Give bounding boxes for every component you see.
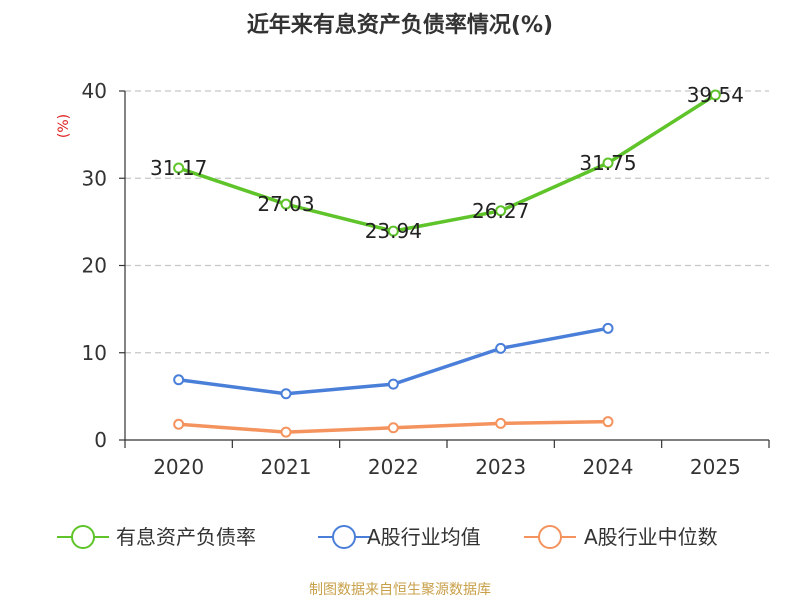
legend-item[interactable]: A股行业均值: [318, 525, 481, 549]
data-point[interactable]: [602, 322, 614, 334]
y-tick-label: 0: [94, 428, 107, 452]
chart-title: 近年来有息资产负债率情况(%): [247, 12, 553, 38]
data-point[interactable]: [173, 162, 185, 174]
data-point[interactable]: [602, 157, 614, 169]
grid-lines: [125, 90, 769, 354]
data-point[interactable]: [387, 225, 399, 237]
data-point[interactable]: [280, 426, 292, 438]
legend-marker: [332, 525, 356, 549]
data-point[interactable]: [495, 417, 507, 429]
y-axis-unit: (%): [56, 114, 72, 138]
y-tick-label: 30: [82, 166, 107, 190]
data-label: 23.94: [365, 219, 422, 243]
legend-label: A股行业均值: [367, 525, 481, 549]
data-label: 31.75: [579, 151, 636, 175]
source-note: 制图数据来自恒生聚源数据库: [309, 582, 491, 598]
data-label: 31.17: [150, 156, 207, 180]
data-point[interactable]: [495, 205, 507, 217]
legend-marker: [538, 525, 562, 549]
y-tick-label: 40: [82, 79, 107, 103]
data-point[interactable]: [387, 422, 399, 434]
x-tick-label: 2021: [261, 455, 312, 479]
data-labels: 31.17 27.03 23.94 26.27 31.75 39.54: [150, 83, 744, 243]
legend-label: 有息资产负债率: [116, 525, 256, 549]
x-tick-label: 2023: [475, 455, 526, 479]
y-tick-label: 10: [82, 341, 107, 365]
data-label: 27.03: [257, 192, 314, 216]
data-point[interactable]: [387, 378, 399, 390]
legend-item[interactable]: 有息资产负债率: [57, 525, 256, 549]
x-tick-label: 2025: [690, 455, 741, 479]
x-tick-label: 2020: [153, 455, 204, 479]
data-label: 26.27: [472, 199, 529, 223]
legend-marker: [71, 525, 95, 549]
data-point[interactable]: [173, 374, 185, 386]
data-point[interactable]: [280, 198, 292, 210]
data-label: 39.54: [687, 83, 744, 107]
legend-label: A股行业中位数: [584, 525, 718, 549]
series-group: [173, 89, 721, 438]
data-point[interactable]: [602, 416, 614, 428]
legend-item[interactable]: A股行业中位数: [524, 525, 718, 549]
x-tick-label: 2024: [583, 455, 634, 479]
legend[interactable]: 有息资产负债率 A股行业均值 A股行业中位数: [57, 525, 718, 549]
y-tick-label: 20: [82, 254, 107, 278]
data-point[interactable]: [709, 89, 721, 101]
data-point[interactable]: [173, 418, 185, 430]
series-line[interactable]: [176, 93, 718, 233]
data-point[interactable]: [495, 342, 507, 354]
axes: 0 10 20 30 40 2020 2021 2022 2023 2024 2025: [82, 79, 770, 479]
x-tick-label: 2022: [368, 455, 419, 479]
data-point[interactable]: [280, 388, 292, 400]
